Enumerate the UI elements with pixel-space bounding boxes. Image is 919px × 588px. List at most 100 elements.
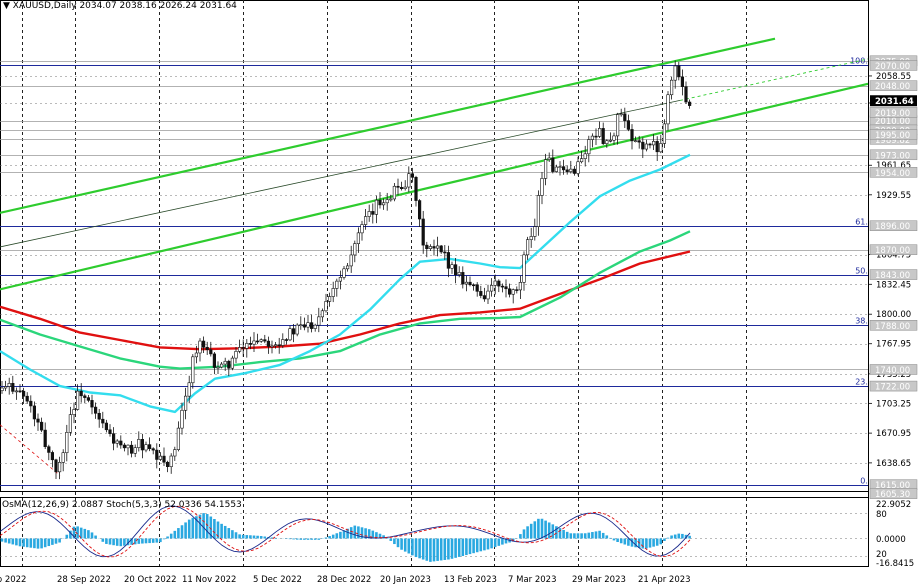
osma-bar <box>324 537 328 539</box>
candle-body <box>655 141 659 153</box>
osma-bar <box>328 536 331 539</box>
osma-bar <box>94 535 97 539</box>
candle-body <box>500 285 505 288</box>
candle-body <box>241 347 245 349</box>
candle-body <box>119 440 123 446</box>
candle-body <box>97 412 101 420</box>
candle-body <box>666 94 670 125</box>
osma-bar <box>591 532 594 539</box>
candle-body <box>601 128 605 144</box>
osma-bar <box>119 538 123 547</box>
osma-bar <box>195 516 198 539</box>
osma-bar <box>652 538 655 547</box>
osma-bar <box>22 538 25 547</box>
candle-body <box>569 168 573 172</box>
osma-bar <box>375 532 378 539</box>
price-level-box-label: 1870.00 <box>875 246 910 256</box>
candle-body <box>594 135 598 138</box>
osma-bar <box>108 538 112 545</box>
osma-bar <box>184 522 187 539</box>
osma-bar <box>133 538 137 545</box>
osma-bar <box>396 538 400 548</box>
osma-bar <box>443 538 447 560</box>
price-level-box <box>869 364 918 375</box>
candle-body <box>482 295 487 300</box>
menu-arrow-icon[interactable]: ▼ <box>3 1 10 11</box>
candle-body <box>255 340 260 343</box>
date-tick-label: 20 Jan 2023 <box>380 575 431 585</box>
osma-bar <box>641 538 645 549</box>
candle-body <box>133 447 137 454</box>
price-level-box-label: 1995.00 <box>875 131 910 141</box>
osma-bar <box>439 538 443 561</box>
price-tick-label: 1961.65 <box>876 161 911 171</box>
candle-body <box>202 340 206 348</box>
osma-bar <box>65 534 69 539</box>
candle-body <box>248 343 253 345</box>
osma-bar <box>76 526 79 539</box>
candle-body <box>493 280 497 286</box>
price-level-box <box>869 149 918 161</box>
osma-bar <box>421 538 425 560</box>
osma-bar <box>7 538 11 544</box>
osma-bar <box>335 533 339 539</box>
candle-body <box>558 166 562 168</box>
osma-bar <box>148 538 151 544</box>
osma-bar <box>87 530 90 539</box>
candle-body <box>220 363 224 368</box>
osma-bar <box>36 538 40 549</box>
osma-bar <box>51 538 54 545</box>
osma-bar <box>15 538 18 546</box>
osma-bar <box>187 519 191 539</box>
osma-bar <box>205 514 209 539</box>
candle-body <box>522 254 526 283</box>
price-axis: 2058.552029.201961.651929.551864.751832.… <box>868 0 919 588</box>
candle-body <box>230 357 235 369</box>
osma-bar <box>58 538 61 543</box>
price-level-box <box>869 167 918 178</box>
candle-body <box>50 452 54 461</box>
date-tick-label: 13 Feb 2023 <box>444 575 497 585</box>
candle-body <box>140 439 145 451</box>
candle-body <box>65 432 69 454</box>
candle-body <box>234 351 238 359</box>
price-level-box-label: 1615.00 <box>875 481 910 491</box>
candle-body <box>518 282 522 291</box>
fib-level-label: 50.0 <box>855 267 873 276</box>
osma-bar <box>4 538 7 543</box>
fib-level-label: 23.6 <box>855 378 873 387</box>
osma-bar <box>213 519 216 539</box>
candle-body <box>367 211 371 217</box>
price-level-box-label: 2048.00 <box>875 82 910 92</box>
candle-body <box>327 296 332 302</box>
osma-bar <box>385 537 389 539</box>
osma-bar <box>616 538 619 543</box>
candle-body <box>198 340 202 354</box>
osma-bar <box>123 538 126 546</box>
indicator-header: OsMA(12,26,9) 2.0887 Stoch(5,3,3) 52.033… <box>2 500 242 510</box>
candle-body <box>32 405 36 420</box>
stoch-level-label: 20 <box>876 550 887 560</box>
osma-bar <box>346 528 349 539</box>
osma-bar <box>112 538 115 546</box>
osma-bar <box>115 538 119 546</box>
candle-body <box>299 324 303 327</box>
osma-bar <box>173 530 177 539</box>
date-tick-label: 28 Dec 2022 <box>317 575 371 585</box>
candle-body <box>608 139 612 142</box>
candle-body <box>612 135 616 141</box>
candle-body <box>507 288 512 295</box>
osma-bar <box>389 538 393 541</box>
osma-bar <box>40 538 43 549</box>
price-level-box <box>869 320 918 331</box>
osma-bar <box>414 538 418 558</box>
candle-body <box>317 316 321 326</box>
osma-bar <box>263 536 267 539</box>
candle-body <box>579 158 584 163</box>
fib-level-label: 0.0 <box>860 477 873 486</box>
candle-body <box>43 429 47 447</box>
fib-level-label: 100.0 <box>850 57 873 66</box>
candle-body <box>79 390 83 397</box>
osma-bar <box>151 538 155 543</box>
osma-bar <box>43 538 47 548</box>
